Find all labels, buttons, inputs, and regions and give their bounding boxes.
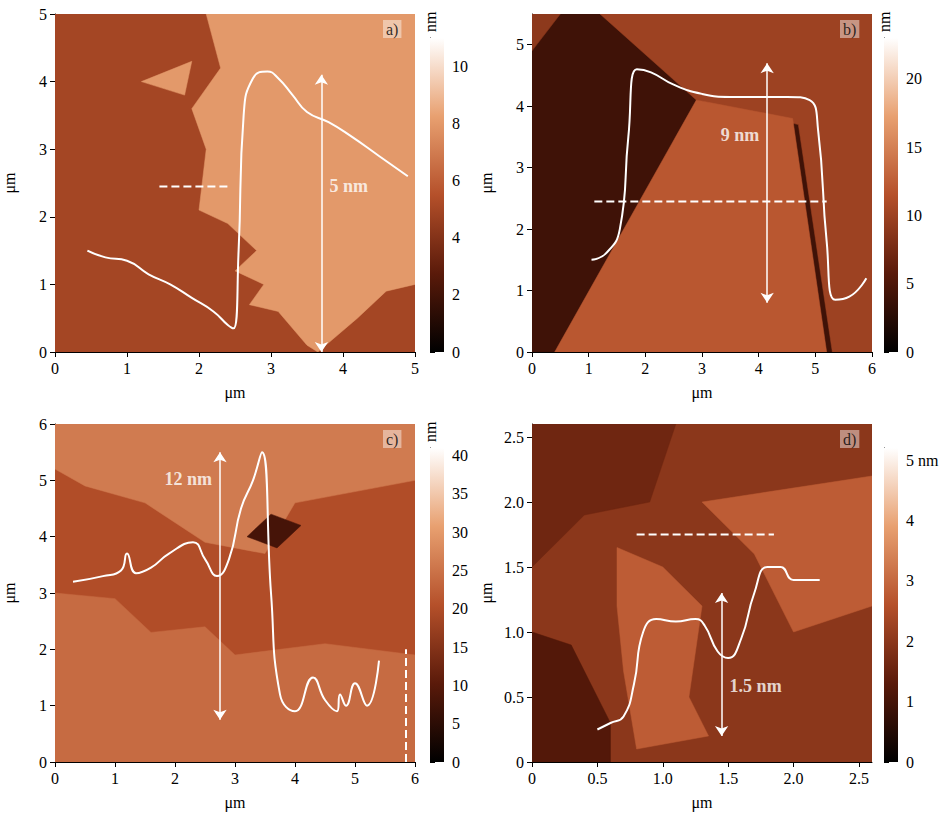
svg-text:3: 3 — [39, 585, 47, 602]
svg-text:12 nm: 12 nm — [164, 469, 212, 489]
svg-text:0: 0 — [39, 754, 47, 771]
svg-text:nm: nm — [422, 421, 439, 442]
svg-text:2: 2 — [516, 221, 524, 238]
svg-text:1.5: 1.5 — [718, 770, 738, 787]
svg-text:5: 5 — [411, 360, 419, 377]
svg-text:5 nm: 5 nm — [906, 452, 939, 469]
svg-text:5: 5 — [516, 36, 524, 53]
svg-text:2: 2 — [39, 208, 47, 225]
svg-text:3: 3 — [267, 360, 275, 377]
svg-text:6: 6 — [39, 416, 47, 433]
svg-text:0: 0 — [51, 770, 59, 787]
svg-text:5: 5 — [811, 360, 819, 377]
svg-text:2: 2 — [39, 641, 47, 658]
svg-text:μm: μm — [478, 582, 496, 604]
svg-text:1: 1 — [516, 282, 524, 299]
svg-text:5: 5 — [39, 6, 47, 23]
svg-text:3: 3 — [698, 360, 706, 377]
svg-text:30: 30 — [452, 524, 468, 541]
svg-text:5 nm: 5 nm — [329, 176, 368, 196]
svg-text:μm: μm — [1, 582, 19, 604]
svg-text:d): d) — [843, 431, 856, 449]
svg-text:0: 0 — [516, 754, 524, 771]
svg-text:0: 0 — [528, 360, 536, 377]
svg-text:0: 0 — [906, 344, 914, 361]
svg-text:1.5: 1.5 — [504, 559, 524, 576]
svg-text:a): a) — [386, 21, 398, 39]
svg-text:μm: μm — [1, 172, 19, 194]
svg-text:0: 0 — [528, 770, 536, 787]
svg-text:0: 0 — [516, 344, 524, 361]
svg-text:2: 2 — [906, 633, 914, 650]
svg-text:0: 0 — [452, 754, 460, 771]
svg-text:0.5: 0.5 — [504, 689, 524, 706]
svg-text:1: 1 — [123, 360, 131, 377]
svg-text:10: 10 — [452, 58, 468, 75]
svg-text:2.5: 2.5 — [849, 770, 869, 787]
svg-text:5: 5 — [351, 770, 359, 787]
svg-text:15: 15 — [452, 639, 468, 656]
svg-text:1: 1 — [111, 770, 119, 787]
svg-text:6: 6 — [452, 172, 460, 189]
svg-text:2: 2 — [641, 360, 649, 377]
svg-text:1: 1 — [39, 276, 47, 293]
svg-text:9 nm: 9 nm — [721, 125, 760, 145]
svg-text:6: 6 — [411, 770, 419, 787]
svg-text:5: 5 — [39, 472, 47, 489]
svg-text:10: 10 — [452, 677, 468, 694]
svg-text:μm: μm — [478, 172, 496, 194]
svg-text:4: 4 — [39, 528, 47, 545]
svg-text:0.5: 0.5 — [587, 770, 607, 787]
svg-text:2: 2 — [171, 770, 179, 787]
svg-text:1.5 nm: 1.5 nm — [730, 676, 782, 696]
svg-text:2: 2 — [195, 360, 203, 377]
svg-text:4: 4 — [291, 770, 299, 787]
svg-text:5: 5 — [906, 275, 914, 292]
svg-text:20: 20 — [452, 600, 468, 617]
svg-text:0: 0 — [51, 360, 59, 377]
svg-text:4: 4 — [906, 512, 914, 529]
svg-text:35: 35 — [452, 485, 468, 502]
svg-text:c): c) — [386, 431, 398, 449]
svg-text:1.0: 1.0 — [504, 624, 524, 641]
svg-text:8: 8 — [452, 115, 460, 132]
svg-text:3: 3 — [231, 770, 239, 787]
svg-text:0: 0 — [39, 344, 47, 361]
svg-text:3: 3 — [516, 159, 524, 176]
svg-text:4: 4 — [516, 98, 524, 115]
svg-text:6: 6 — [868, 360, 876, 377]
svg-text:2: 2 — [452, 286, 460, 303]
svg-text:1: 1 — [585, 360, 593, 377]
svg-text:1: 1 — [39, 697, 47, 714]
svg-text:4: 4 — [339, 360, 347, 377]
svg-text:b): b) — [843, 21, 856, 39]
svg-text:1: 1 — [906, 693, 914, 710]
svg-text:2.0: 2.0 — [504, 494, 524, 511]
svg-text:3: 3 — [906, 572, 914, 589]
svg-text:nm: nm — [876, 11, 893, 32]
svg-text:2.0: 2.0 — [784, 770, 804, 787]
svg-text:μm: μm — [224, 384, 246, 402]
svg-text:10: 10 — [906, 207, 922, 224]
svg-text:1.0: 1.0 — [653, 770, 673, 787]
svg-text:4: 4 — [755, 360, 763, 377]
svg-text:5: 5 — [452, 715, 460, 732]
svg-text:3: 3 — [39, 141, 47, 158]
svg-text:0: 0 — [906, 754, 914, 771]
svg-text:4: 4 — [39, 73, 47, 90]
svg-text:μm: μm — [691, 794, 713, 812]
svg-text:2.5: 2.5 — [504, 429, 524, 446]
svg-text:4: 4 — [452, 229, 460, 246]
svg-text:20: 20 — [906, 70, 922, 87]
svg-text:0: 0 — [452, 344, 460, 361]
svg-text:nm: nm — [422, 11, 439, 32]
svg-text:15: 15 — [906, 139, 922, 156]
svg-text:40: 40 — [452, 447, 468, 464]
svg-text:μm: μm — [224, 794, 246, 812]
svg-text:25: 25 — [452, 562, 468, 579]
svg-text:μm: μm — [691, 384, 713, 402]
